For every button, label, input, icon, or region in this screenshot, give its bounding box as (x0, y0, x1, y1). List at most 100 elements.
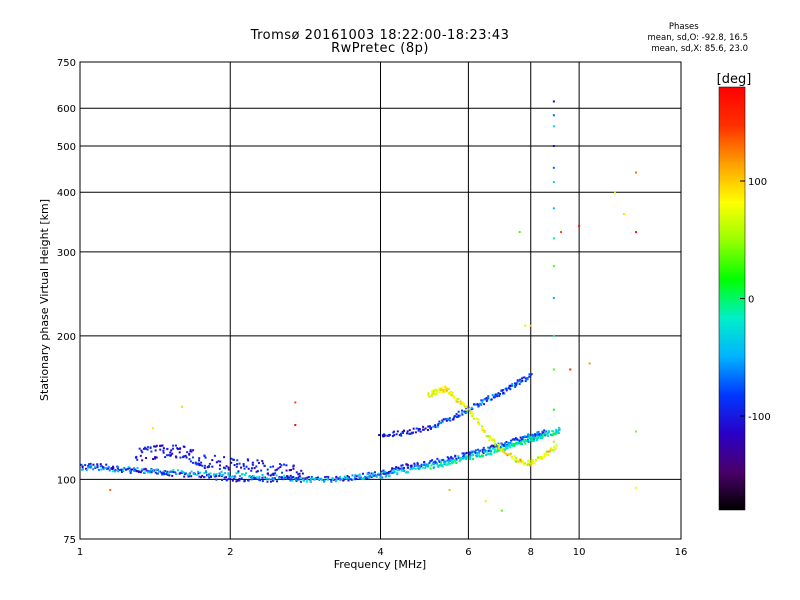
data-point (428, 461, 431, 464)
data-point (199, 471, 202, 474)
data-point (557, 431, 560, 434)
data-point (183, 471, 186, 474)
data-point (163, 473, 166, 476)
data-point (380, 471, 383, 474)
data-point (266, 468, 269, 471)
data-point (505, 443, 508, 446)
data-point (450, 391, 453, 394)
data-point (500, 444, 503, 447)
data-point (613, 191, 616, 194)
data-point (335, 478, 338, 481)
data-point (242, 463, 245, 466)
data-point (448, 391, 451, 394)
data-point (383, 433, 386, 436)
y-tick-label: 500 (57, 142, 76, 153)
data-point (331, 476, 334, 479)
data-point (451, 391, 454, 394)
data-point (317, 477, 320, 480)
data-point (190, 475, 193, 478)
data-point (144, 467, 147, 470)
data-point (496, 393, 499, 396)
data-point (527, 436, 530, 439)
data-point (177, 447, 180, 450)
data-point (179, 456, 182, 459)
data-point (279, 466, 282, 469)
data-point (471, 454, 474, 457)
data-point (528, 459, 531, 462)
data-point (497, 449, 500, 452)
data-point (460, 401, 463, 404)
data-point (444, 417, 447, 420)
data-point (112, 467, 115, 470)
data-point (184, 472, 187, 475)
data-point (382, 469, 385, 472)
data-point (396, 430, 399, 433)
data-point (238, 475, 241, 478)
data-point (193, 472, 196, 475)
data-point (366, 475, 369, 478)
x-tick-label: 2 (227, 547, 233, 558)
data-point (297, 478, 300, 481)
data-point (409, 432, 412, 435)
data-point (288, 476, 291, 479)
data-point (552, 144, 555, 147)
data-point (436, 464, 439, 467)
plot-frame (79, 61, 682, 540)
data-point (452, 418, 455, 421)
data-point (478, 449, 481, 452)
data-point (209, 472, 212, 475)
data-point (431, 459, 434, 462)
data-point (418, 467, 421, 470)
data-point (480, 399, 483, 402)
data-point (271, 476, 274, 479)
data-point (327, 476, 330, 479)
data-point (105, 463, 108, 466)
y-axis-label: Stationary phase Virtual Height [km] (38, 199, 51, 401)
data-point (241, 473, 244, 476)
data-point (542, 456, 545, 459)
data-point (513, 384, 516, 387)
data-point (518, 231, 521, 234)
data-point (227, 472, 230, 475)
data-point (440, 463, 443, 466)
data-point (469, 458, 472, 461)
data-point (307, 476, 310, 479)
data-point (578, 224, 581, 227)
data-point (84, 464, 87, 467)
data-point (145, 456, 148, 459)
data-point (545, 430, 548, 433)
data-point (94, 466, 97, 469)
data-point (493, 438, 496, 441)
data-point (145, 469, 148, 472)
data-point (136, 458, 139, 461)
data-point (430, 464, 433, 467)
data-point (558, 428, 561, 431)
y-tick-label: 400 (57, 188, 76, 199)
data-point (524, 438, 527, 441)
data-point (180, 470, 183, 473)
data-point (459, 402, 462, 405)
data-point (168, 471, 171, 474)
data-point (466, 408, 469, 411)
data-point (291, 476, 294, 479)
data-point (304, 477, 307, 480)
data-point (502, 448, 505, 451)
data-point (436, 392, 439, 395)
data-point (203, 454, 206, 457)
data-point (528, 434, 531, 437)
data-point (287, 476, 290, 479)
data-point (503, 442, 506, 445)
data-point (122, 467, 125, 470)
data-point (286, 475, 289, 478)
data-point (454, 459, 457, 462)
data-point (471, 415, 474, 418)
data-point (381, 434, 384, 437)
data-point (547, 431, 550, 434)
data-point (104, 466, 107, 469)
data-point (138, 447, 141, 450)
data-point (521, 438, 524, 441)
data-point (536, 433, 539, 436)
data-point (523, 435, 526, 438)
data-point (254, 476, 257, 479)
data-point (457, 410, 460, 413)
